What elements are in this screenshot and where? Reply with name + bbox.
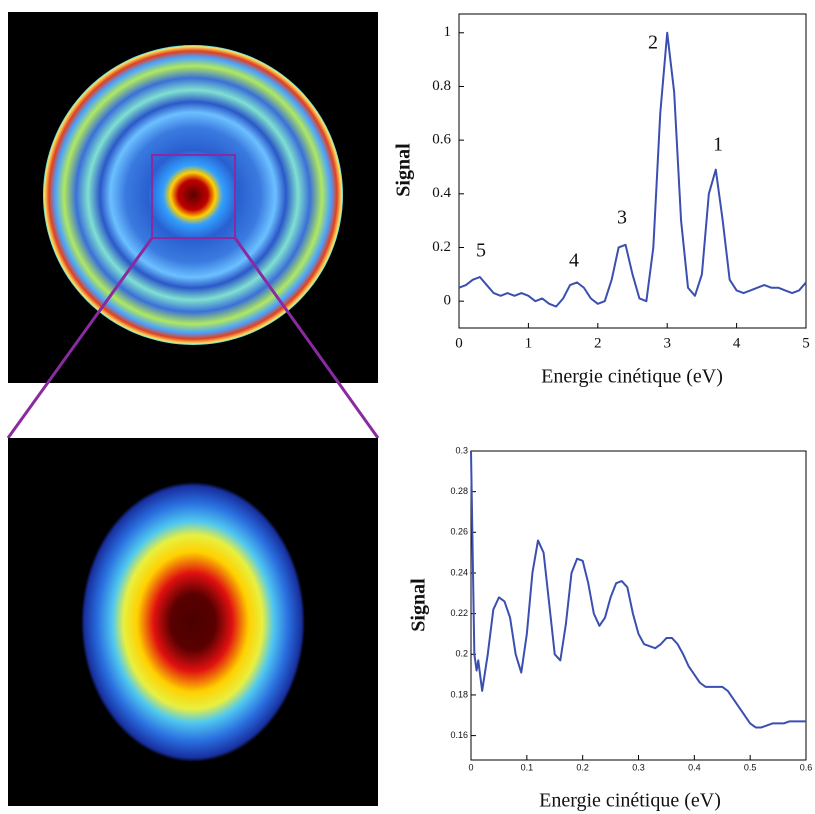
y-tick-label: 0.18 xyxy=(450,689,468,699)
ring-pattern xyxy=(43,45,343,345)
y-tick-label: 0.8 xyxy=(432,78,451,94)
zoom-line xyxy=(6,237,154,439)
x-tick-label: 3 xyxy=(663,335,671,351)
x-tick-label: 0.6 xyxy=(800,762,813,772)
x-tick-label: 0 xyxy=(468,762,473,772)
zoom-line xyxy=(233,237,380,439)
x-tick-label: 1 xyxy=(525,335,533,351)
x-tick-label: 0.2 xyxy=(576,762,589,772)
y-tick-label: 0.22 xyxy=(450,608,468,618)
peak-label: 1 xyxy=(713,134,723,156)
x-axis-label: Energie cinétique (eV) xyxy=(541,366,723,388)
plot-frame xyxy=(470,450,807,761)
y-tick-label: 0.2 xyxy=(455,649,468,659)
peak-label: 5 xyxy=(476,240,486,262)
zoom-box xyxy=(151,154,236,239)
y-tick-label: 0.28 xyxy=(450,486,468,496)
x-tick-label: 0 xyxy=(455,335,463,351)
zoom-blob xyxy=(81,482,305,762)
line xyxy=(470,450,806,729)
x-tick-label: 4 xyxy=(733,335,741,351)
y-tick-label: 0.2 xyxy=(432,239,451,255)
x-axis-label: Energie cinétique (eV) xyxy=(539,790,721,812)
x-tick-label: 0.4 xyxy=(688,762,701,772)
y-tick-label: 0.6 xyxy=(432,132,451,148)
y-tick-label: 0.4 xyxy=(432,185,451,201)
y-tick-label: 0.24 xyxy=(450,567,468,577)
x-tick-label: 2 xyxy=(594,335,602,351)
plot-frame xyxy=(458,13,807,329)
y-axis-label: Signal xyxy=(393,143,415,197)
x-tick-label: 5 xyxy=(802,335,810,351)
y-tick-label: 0.16 xyxy=(450,730,468,740)
peak-label: 4 xyxy=(569,250,579,272)
y-tick-label: 0.26 xyxy=(450,527,468,537)
peak-label: 3 xyxy=(617,207,627,229)
line xyxy=(458,31,807,308)
peak-label: 2 xyxy=(648,32,658,54)
x-tick-label: 0.3 xyxy=(632,762,645,772)
x-tick-label: 0.1 xyxy=(521,762,534,772)
y-tick-label: 0 xyxy=(444,293,452,309)
y-tick-label: 0.3 xyxy=(455,445,468,455)
y-axis-label: Signal xyxy=(408,578,430,632)
y-tick-label: 1 xyxy=(444,24,452,40)
x-tick-label: 0.5 xyxy=(744,762,757,772)
